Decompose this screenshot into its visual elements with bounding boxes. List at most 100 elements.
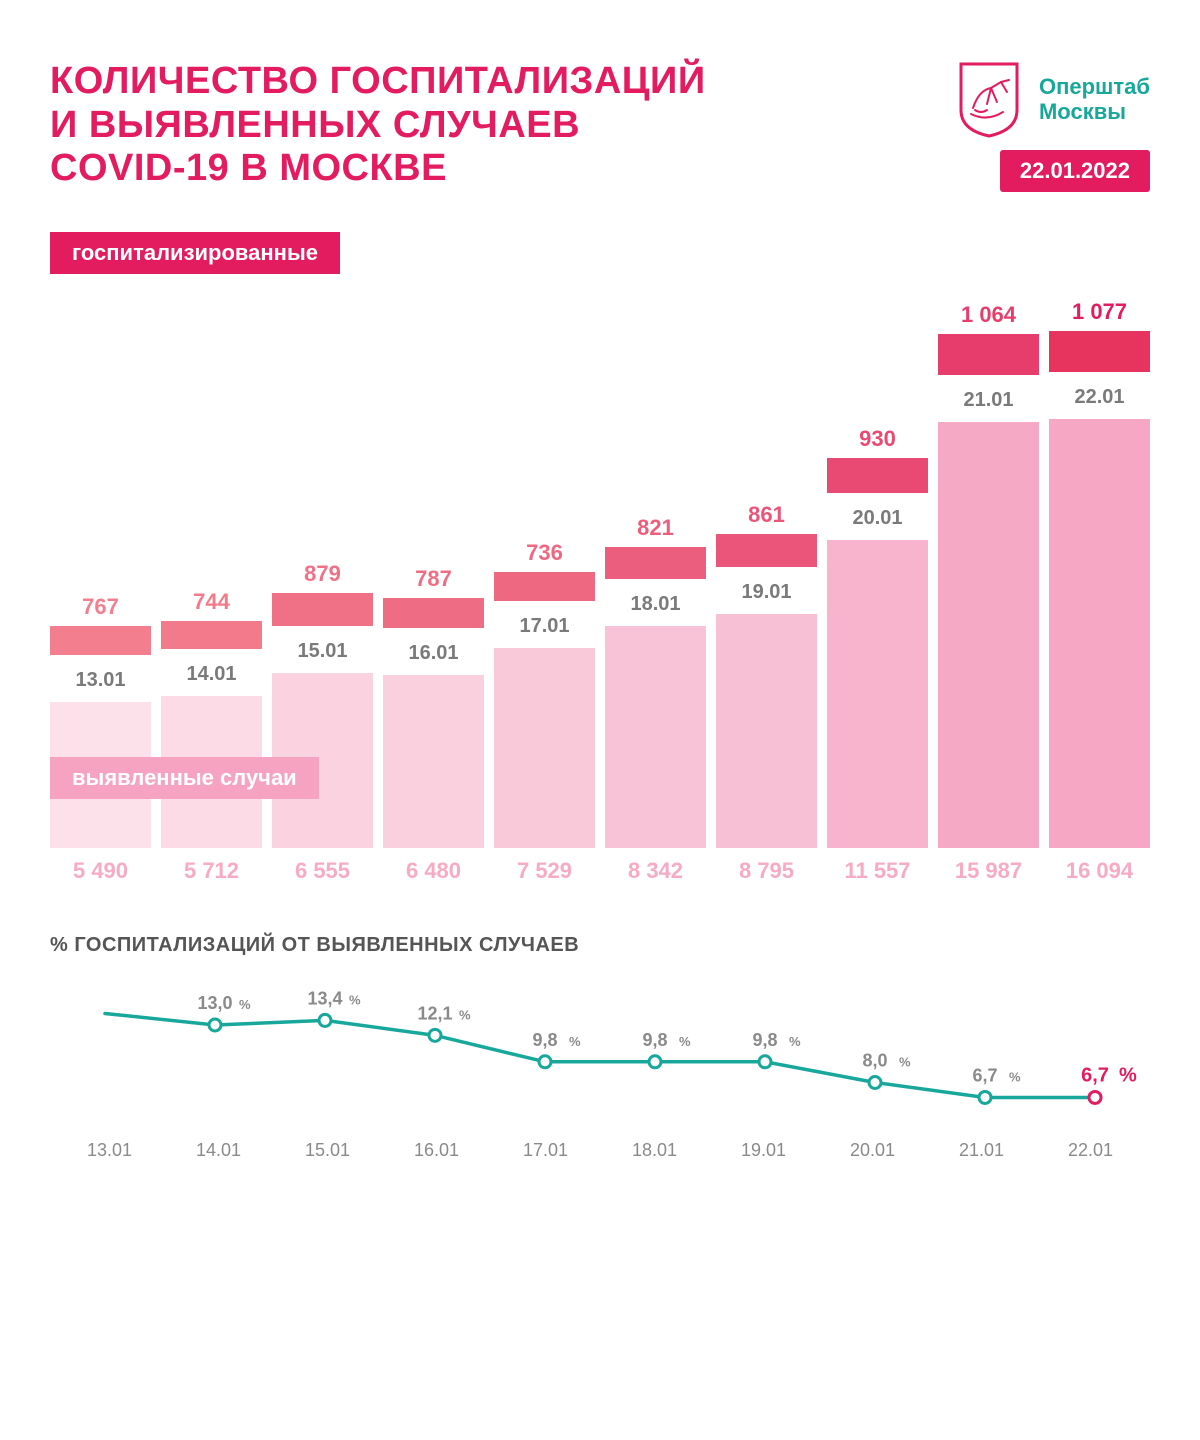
bar-column: 78716.016 480	[383, 566, 484, 884]
date-label: 17.01	[519, 615, 569, 638]
percent-unit: %	[789, 1034, 801, 1049]
line-date-label: 14.01	[164, 1140, 273, 1161]
bar-column: 744 14.01 5 712	[161, 589, 262, 885]
org-line-1: Оперштаб	[1039, 74, 1150, 99]
cases-bar	[938, 422, 1039, 848]
bar-column: 736 17.01 7 529	[494, 540, 595, 884]
hospitalized-value: 879	[304, 561, 341, 587]
percent-value: 9,8	[752, 1030, 777, 1050]
line-date-label: 16.01	[382, 1140, 491, 1161]
percent-unit: %	[569, 1034, 581, 1049]
line-chart: 13,0%13,4%12,1%9,8%9,8%9,8%8,0%6,7%6,7% …	[50, 972, 1150, 1172]
page-title: КОЛИЧЕСТВО ГОСПИТАЛИЗАЦИЙ И ВЫЯВЛЕННЫХ С…	[50, 60, 706, 191]
cases-value: 8 342	[628, 858, 683, 884]
date-label: 16.01	[408, 642, 458, 665]
line-marker	[429, 1030, 441, 1042]
percent-line	[105, 1014, 1095, 1098]
bar-chart: 76713.015 49074414.015 71287915.016 5557…	[50, 299, 1150, 884]
percent-unit: %	[349, 993, 361, 1008]
line-marker	[869, 1077, 881, 1089]
cases-value: 6 480	[406, 858, 461, 884]
hospitalized-value: 744	[193, 589, 230, 615]
hospitalized-value: 861	[748, 502, 785, 528]
cases-value: 5 712	[184, 858, 239, 884]
percent-unit: %	[679, 1034, 691, 1049]
hospitalized-bar	[1049, 331, 1150, 372]
line-date-label: 21.01	[927, 1140, 1036, 1161]
percent-unit: %	[459, 1008, 471, 1023]
cases-bar	[494, 648, 595, 849]
cases-value: 15 987	[955, 858, 1022, 884]
date-label: 13.01	[75, 669, 125, 692]
line-marker	[539, 1056, 551, 1068]
percent-value: 6,7	[972, 1066, 997, 1086]
line-marker	[319, 1015, 331, 1027]
bar-column: 1 07722.0116 094	[1049, 299, 1150, 884]
date-label: 14.01	[186, 663, 236, 686]
percent-value: 9,8	[532, 1030, 557, 1050]
hospitalized-bar	[605, 547, 706, 578]
bar-column: 93020.0111 557	[827, 426, 928, 885]
hospitalized-bar	[50, 626, 151, 655]
line-marker	[649, 1056, 661, 1068]
cases-bar	[827, 540, 928, 848]
title-line-3: COVID-19 В МОСКВЕ	[50, 147, 706, 191]
cases-value: 5 490	[73, 858, 128, 884]
bar-column: 1 064 21.01 15 987	[938, 302, 1039, 884]
org-name: Оперштаб Москвы	[1039, 74, 1150, 125]
hospitalized-bar	[383, 598, 484, 628]
cases-bar	[383, 675, 484, 848]
date-label: 21.01	[963, 389, 1013, 412]
cases-value: 7 529	[517, 858, 572, 884]
hospitalized-bar	[716, 534, 817, 567]
cases-bar	[605, 626, 706, 848]
logo-row: Оперштаб Москвы	[957, 60, 1150, 138]
bar-column: 821 18.01 8 342	[605, 515, 706, 884]
hospitalized-value: 767	[82, 594, 119, 620]
hospitalized-bar	[494, 572, 595, 600]
cases-value: 8 795	[739, 858, 794, 884]
percent-unit: %	[1009, 1070, 1021, 1085]
hospitalized-value: 736	[526, 540, 563, 566]
line-marker	[1089, 1092, 1101, 1104]
line-date-label: 18.01	[600, 1140, 709, 1161]
org-line-2: Москвы	[1039, 99, 1150, 124]
percent-title: % ГОСПИТАЛИЗАЦИЙ ОТ ВЫЯВЛЕННЫХ СЛУЧАЕВ	[50, 934, 1150, 957]
title-line-1: КОЛИЧЕСТВО ГОСПИТАЛИЗАЦИЙ	[50, 60, 706, 104]
moscow-emblem-icon	[957, 60, 1021, 138]
line-marker	[759, 1056, 771, 1068]
percent-unit: %	[899, 1055, 911, 1070]
hospitalized-bar	[827, 458, 928, 494]
percent-value: 8,0	[862, 1051, 887, 1071]
date-label: 15.01	[297, 640, 347, 663]
hospitalized-bar	[938, 334, 1039, 375]
line-date-label: 22.01	[1036, 1140, 1145, 1161]
cases-bar	[716, 614, 817, 849]
cases-label: выявленные случаи	[50, 757, 319, 799]
bar-column: 861 19.01 8 795	[716, 502, 817, 884]
hospitalized-label: госпитализированные	[50, 232, 340, 274]
hospitalized-value: 821	[637, 515, 674, 541]
header-right: Оперштаб Москвы 22.01.2022	[957, 60, 1150, 192]
percent-value: 13,0	[197, 993, 232, 1013]
bar-column: 87915.016 555	[272, 561, 373, 884]
line-marker	[209, 1019, 221, 1031]
cases-value: 16 094	[1066, 858, 1133, 884]
hospitalized-bar	[272, 593, 373, 627]
percent-unit: %	[239, 997, 251, 1012]
date-label: 20.01	[852, 507, 902, 530]
hospitalized-value: 1 064	[961, 302, 1016, 328]
percent-value: 12,1	[417, 1004, 452, 1024]
cases-bar	[1049, 419, 1150, 848]
hospitalized-value: 1 077	[1072, 299, 1127, 325]
date-label: 18.01	[630, 593, 680, 616]
percent-unit: %	[1119, 1065, 1137, 1087]
hospitalized-value: 930	[859, 426, 896, 452]
line-date-label: 13.01	[55, 1140, 164, 1161]
date-badge: 22.01.2022	[1000, 150, 1150, 192]
percent-value: 6,7	[1081, 1065, 1109, 1087]
bar-column: 767 13.01 5 490	[50, 594, 151, 885]
percent-value: 13,4	[307, 989, 342, 1009]
date-label: 19.01	[741, 581, 791, 604]
line-date-label: 20.01	[818, 1140, 927, 1161]
